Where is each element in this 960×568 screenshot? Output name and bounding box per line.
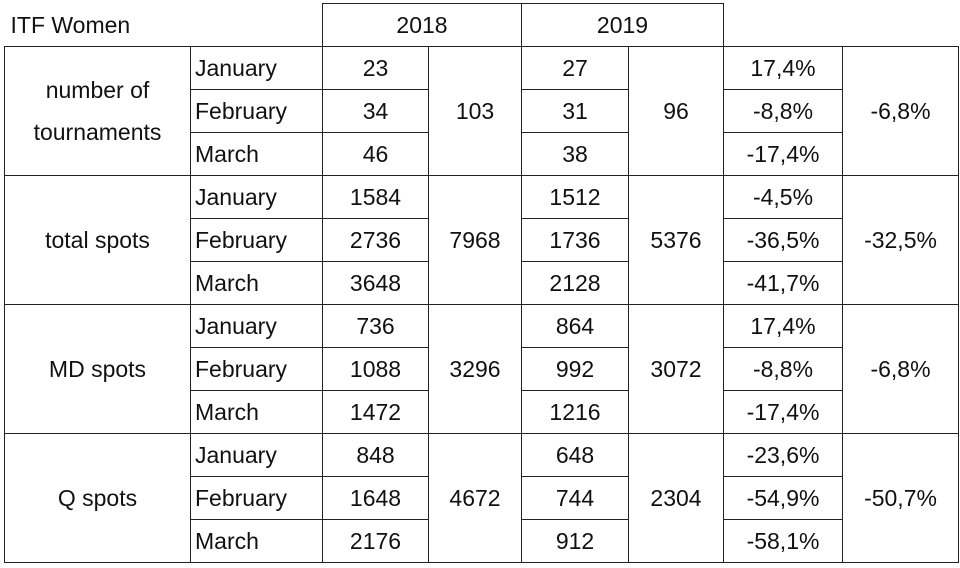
monthly-change: -17,4% [723,132,843,176]
table-row: February 2736 1736 -36,5% [5,218,959,262]
monthly-change: -8,8% [723,89,843,133]
group-label: MD spots [4,304,191,434]
table-row: February 1648 744 -54,9% [5,476,959,520]
value-2018: 736 [322,304,429,348]
monthly-change: -36,5% [723,218,843,262]
month-label: March [190,390,323,434]
monthly-change: 17,4% [723,46,843,90]
value-2018: 46 [322,132,429,176]
month-label: January [190,175,323,219]
value-2019: 38 [521,132,629,176]
value-2018: 1088 [322,347,429,391]
value-2019: 744 [521,476,629,520]
total-2019: 5376 [628,175,724,305]
table-row: March 3648 2128 -41,7% [5,261,959,305]
value-2019: 912 [521,519,629,563]
itf-women-table: ITF Women 2018 2019 number of tournament… [4,3,959,563]
table-row: Q spots January 848 4672 648 2304 -23,6% -50,7% [4,433,959,563]
value-2019: 1216 [521,390,629,434]
value-2019: 1736 [521,218,629,262]
month-label: March [190,132,323,176]
value-2018: 848 [322,433,429,477]
month-label: February [190,89,323,133]
total-2019: 2304 [628,433,724,563]
monthly-change: 17,4% [723,304,843,348]
group-label: number of tournaments [4,46,191,176]
table-row: March 2176 912 -58,1% [5,519,959,563]
table-row: MD spots January 736 3296 864 3072 17,4% -6,8% [4,304,959,434]
value-2018: 34 [322,89,429,133]
monthly-change: -4,5% [723,175,843,219]
value-2019: 31 [521,89,629,133]
empty-header [724,4,959,47]
table-row: total spots January 1584 7968 1512 5376 -4,5% -… [4,175,959,305]
month-label: January [190,304,323,348]
total-2018: 7968 [428,175,522,305]
value-2018: 23 [322,46,429,90]
month-label: February [190,476,323,520]
year-header-2019: 2019 [521,3,724,47]
total-change: -50,7% [842,433,959,563]
header-row: ITF Women 2018 2019 [5,3,959,47]
monthly-change: -54,9% [723,476,843,520]
total-2019: 3072 [628,304,724,434]
value-2019: 648 [521,433,629,477]
total-2018: 103 [428,46,522,176]
month-label: March [190,261,323,305]
table-row: February 1088 992 -8,8% [5,347,959,391]
value-2018: 1648 [322,476,429,520]
month-label: January [190,46,323,90]
monthly-change: -41,7% [723,261,843,305]
value-2019: 864 [521,304,629,348]
value-2018: 1584 [322,175,429,219]
year-header-2018: 2018 [322,3,522,47]
monthly-change: -8,8% [723,347,843,391]
value-2018: 3648 [322,261,429,305]
total-2019: 96 [628,46,724,176]
group-label: total spots [4,175,191,305]
value-2018: 2176 [322,519,429,563]
total-2018: 3296 [428,304,522,434]
group-label: Q spots [4,433,191,563]
monthly-change: -23,6% [723,433,843,477]
month-label: March [190,519,323,563]
total-change: -6,8% [842,46,959,176]
table-title: ITF Women [10,11,131,38]
value-2018: 2736 [322,218,429,262]
value-2019: 2128 [521,261,629,305]
table-row: number of tournaments January 23 103 27 96 17,… [4,46,959,176]
total-change: -6,8% [842,304,959,434]
value-2018: 1472 [322,390,429,434]
total-2018: 4672 [428,433,522,563]
value-2019: 27 [521,46,629,90]
month-label: January [190,433,323,477]
monthly-change: -17,4% [723,390,843,434]
total-change: -32,5% [842,175,959,305]
month-label: February [190,347,323,391]
month-label: February [190,218,323,262]
value-2019: 992 [521,347,629,391]
monthly-change: -58,1% [723,519,843,563]
value-2019: 1512 [521,175,629,219]
table-row: March 1472 1216 -17,4% [5,390,959,434]
